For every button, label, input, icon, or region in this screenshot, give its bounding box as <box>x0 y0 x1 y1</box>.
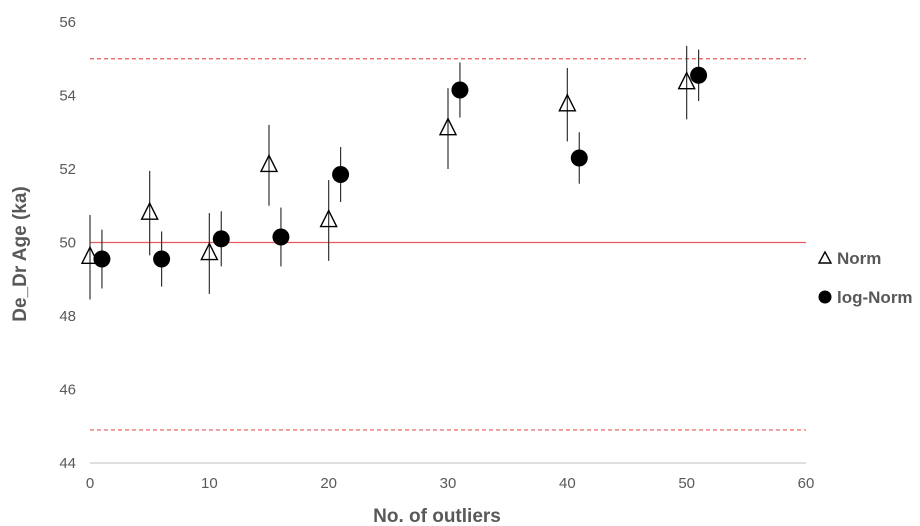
x-tick-label: 20 <box>320 475 337 492</box>
legend-label-norm: Norm <box>837 249 881 268</box>
norm-point <box>259 153 279 173</box>
legend-item-log-norm: log-Norm <box>818 288 913 307</box>
x-axis-ticks: 0 10 20 30 40 50 60 <box>86 475 815 492</box>
y-tick-label: 50 <box>59 235 76 252</box>
log-norm-point <box>570 149 588 167</box>
data-points <box>80 66 708 268</box>
legend: Norm log-Norm <box>817 249 913 307</box>
y-tick-label: 56 <box>59 14 76 31</box>
error-bars <box>89 45 700 300</box>
x-axis-title: No. of outliers <box>373 506 501 526</box>
x-tick-label: 10 <box>201 475 218 492</box>
norm-point <box>200 242 219 261</box>
y-axis-title: De_Dr Age (ka) <box>10 186 31 322</box>
x-tick-label: 0 <box>86 475 94 492</box>
legend-circle-icon <box>818 290 832 304</box>
norm-point <box>558 93 577 112</box>
y-tick-label: 46 <box>59 382 76 399</box>
legend-triangle-icon <box>817 250 833 264</box>
log-norm-point <box>153 250 171 268</box>
norm-point <box>140 201 159 220</box>
norm-point <box>319 208 338 228</box>
y-axis-ticks: 44 46 48 50 52 54 56 <box>59 14 76 472</box>
log-norm-point <box>451 81 469 99</box>
x-tick-label: 30 <box>440 475 457 492</box>
norm-point <box>438 117 458 136</box>
log-norm-point <box>332 166 350 184</box>
log-norm-point <box>212 230 230 248</box>
y-tick-label: 48 <box>59 308 76 325</box>
log-norm-point <box>93 250 111 268</box>
x-tick-label: 50 <box>678 475 695 492</box>
legend-label-log-norm: log-Norm <box>837 288 913 307</box>
y-tick-label: 54 <box>59 88 76 105</box>
norm-point <box>80 245 100 264</box>
y-tick-label: 52 <box>59 161 76 178</box>
y-tick-label: 44 <box>59 455 76 472</box>
norm-point <box>677 71 696 90</box>
x-tick-label: 40 <box>559 475 576 492</box>
log-norm-point <box>272 228 290 246</box>
x-tick-label: 60 <box>798 475 815 492</box>
legend-item-norm: Norm <box>817 249 881 268</box>
log-norm-point <box>690 66 708 84</box>
